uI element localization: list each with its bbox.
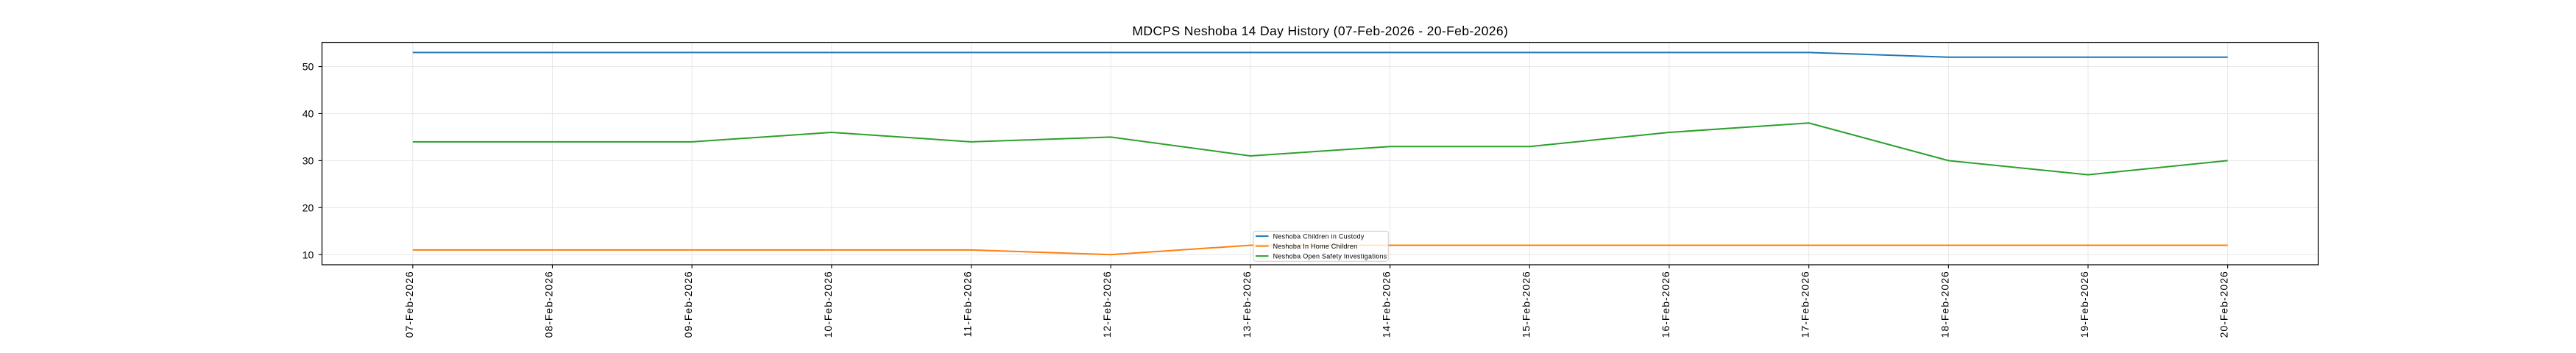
svg-text:Neshoba Open Safety Investigat: Neshoba Open Safety Investigations	[1273, 252, 1387, 260]
svg-text:10-Feb-2026: 10-Feb-2026	[822, 271, 834, 338]
svg-text:11-Feb-2026: 11-Feb-2026	[962, 271, 974, 337]
svg-text:09-Feb-2026: 09-Feb-2026	[682, 271, 694, 338]
svg-text:13-Feb-2026: 13-Feb-2026	[1241, 271, 1253, 338]
svg-text:20: 20	[302, 202, 314, 213]
svg-text:10: 10	[302, 249, 314, 260]
svg-text:20-Feb-2026: 20-Feb-2026	[2218, 271, 2230, 338]
svg-text:Neshoba Children in Custody: Neshoba Children in Custody	[1273, 232, 1365, 240]
svg-text:18-Feb-2026: 18-Feb-2026	[1939, 271, 1950, 338]
svg-text:Neshoba In Home Children: Neshoba In Home Children	[1273, 243, 1358, 250]
svg-text:19-Feb-2026: 19-Feb-2026	[2078, 271, 2090, 338]
svg-text:12-Feb-2026: 12-Feb-2026	[1101, 271, 1113, 338]
svg-text:50: 50	[302, 61, 314, 73]
svg-text:08-Feb-2026: 08-Feb-2026	[542, 271, 554, 338]
svg-text:16-Feb-2026: 16-Feb-2026	[1660, 271, 1671, 338]
svg-text:MDCPS Neshoba 14 Day History (: MDCPS Neshoba 14 Day History (07-Feb-202…	[1132, 24, 1508, 38]
svg-text:14-Feb-2026: 14-Feb-2026	[1381, 271, 1393, 338]
svg-text:30: 30	[302, 154, 314, 166]
svg-text:15-Feb-2026: 15-Feb-2026	[1520, 271, 1532, 338]
svg-text:40: 40	[302, 107, 314, 119]
svg-text:07-Feb-2026: 07-Feb-2026	[403, 271, 415, 338]
svg-text:17-Feb-2026: 17-Feb-2026	[1800, 271, 1811, 338]
